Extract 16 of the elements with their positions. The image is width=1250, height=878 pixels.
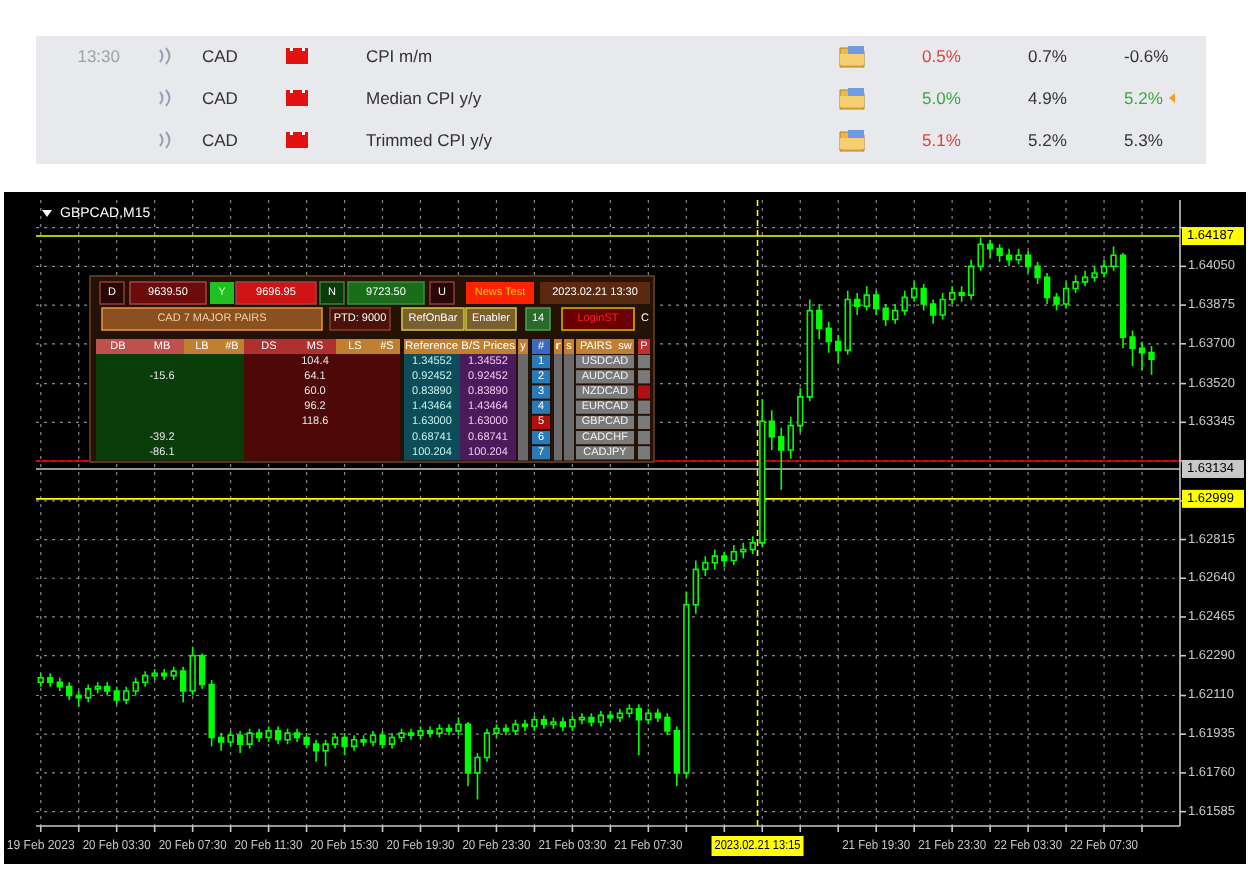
- text: 5.2%: [1124, 88, 1164, 108]
- text: 0.5%: [922, 46, 962, 66]
- text: 13:30: [77, 46, 121, 66]
- text: 4.9%: [1028, 88, 1068, 108]
- text: 0.7%: [1028, 46, 1068, 66]
- text: -0.6%: [1124, 46, 1170, 66]
- text: Trimmed CPI y/y: [366, 130, 494, 150]
- text: 5.0%: [922, 88, 962, 108]
- text: CAD: [202, 130, 238, 150]
- text: 5.2%: [1028, 130, 1068, 150]
- text: 5.3%: [1124, 130, 1164, 150]
- text: CAD: [202, 88, 238, 108]
- text: CPI m/m: [366, 46, 433, 66]
- text: 5.1%: [922, 130, 962, 150]
- text: CAD: [202, 46, 238, 66]
- text: Median CPI y/y: [366, 88, 483, 108]
